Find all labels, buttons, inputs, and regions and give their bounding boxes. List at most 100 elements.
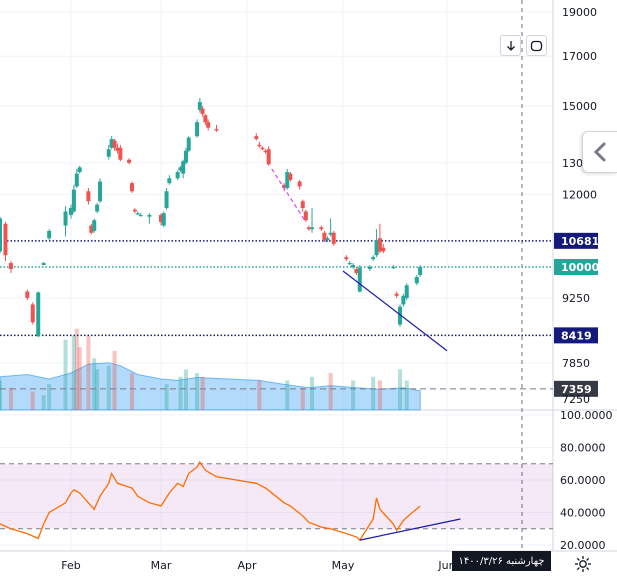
- price-label-7359: 7359: [561, 383, 592, 396]
- volume-bar: [129, 373, 134, 410]
- volume-bar: [164, 384, 169, 410]
- candle-body: [310, 227, 315, 230]
- candle-body: [74, 173, 79, 187]
- volume-bar: [328, 373, 333, 410]
- volume-bar: [47, 384, 52, 410]
- candle-body: [374, 240, 379, 256]
- volume-bar: [300, 387, 305, 410]
- settings-button[interactable]: [573, 554, 593, 574]
- chevron-left-icon: [593, 142, 606, 162]
- candle-body: [63, 211, 68, 226]
- volume-bar: [41, 395, 46, 410]
- candle-body: [306, 227, 311, 230]
- price-axis-tick: 15000: [562, 100, 597, 113]
- candle-body: [357, 267, 362, 292]
- candle-body: [203, 115, 208, 123]
- volume-bar: [398, 369, 403, 410]
- candle-body: [371, 257, 376, 260]
- candle-body: [367, 267, 372, 269]
- candle-body: [285, 172, 290, 188]
- candle-body: [92, 220, 97, 231]
- candle-body: [381, 247, 386, 252]
- candle-body: [118, 147, 123, 160]
- candle-body: [260, 147, 265, 150]
- candle-body: [328, 232, 333, 235]
- candle-body: [147, 214, 152, 217]
- candle-body: [161, 213, 166, 226]
- candle-body: [282, 184, 287, 188]
- candle-body: [181, 161, 186, 174]
- candle-body: [129, 183, 134, 192]
- candle-body: [266, 149, 271, 165]
- candle-body: [394, 293, 399, 296]
- candle-body: [106, 149, 111, 157]
- time-axis-tick: Mar: [151, 559, 172, 572]
- volume-bar: [0, 380, 2, 410]
- fullscreen-button[interactable]: [526, 35, 547, 56]
- candle-body: [86, 191, 91, 202]
- candle-body: [109, 139, 114, 148]
- candle-body: [3, 223, 8, 256]
- volume-bar: [285, 380, 290, 410]
- price-axis-tick: 7250: [562, 393, 590, 406]
- candle-body: [197, 101, 202, 110]
- candle-body: [89, 225, 94, 233]
- oscillator-axis-tick: 60.0000: [560, 474, 606, 487]
- candle-body: [132, 209, 137, 212]
- candle-body: [159, 214, 163, 222]
- candle-body: [354, 268, 359, 274]
- volume-bar: [377, 380, 382, 410]
- candle-body: [377, 238, 382, 252]
- candle-body: [95, 204, 100, 212]
- volume-bar: [92, 358, 97, 410]
- volume-bar: [310, 376, 315, 410]
- candle-body: [319, 227, 324, 230]
- volume-bar: [371, 376, 376, 410]
- candle-body: [263, 150, 268, 153]
- candle-body: [404, 285, 409, 298]
- volume-bar: [74, 328, 79, 410]
- price-label-10681: 10681: [561, 235, 599, 248]
- gear-icon: [575, 556, 591, 572]
- download-button[interactable]: [500, 35, 521, 56]
- oscillator-axis-tick: 80.0000: [560, 442, 606, 455]
- trend-line-1: [271, 168, 307, 223]
- price-label-bg-7359: [554, 380, 598, 397]
- price-label-10000: 10000: [561, 261, 600, 274]
- candle-body: [71, 189, 76, 212]
- candle-body: [297, 181, 302, 187]
- candle-body: [178, 167, 183, 171]
- volume-bar: [77, 347, 82, 410]
- time-axis-tick: Apr: [237, 559, 257, 572]
- price-label-bg-10000: [554, 259, 598, 275]
- candle-body: [347, 263, 352, 265]
- time-axis-tick: May: [332, 559, 355, 572]
- collapse-panel-button[interactable]: [582, 131, 617, 173]
- candle-body: [200, 108, 205, 114]
- candle-body: [112, 140, 117, 148]
- download-arrow-icon: [506, 40, 515, 51]
- fullscreen-icon: [530, 40, 543, 51]
- volume-bar: [106, 365, 111, 410]
- oscillator-axis-tick: 40.0000: [560, 507, 606, 520]
- candle-body: [398, 306, 403, 325]
- candle-body: [351, 265, 356, 267]
- candle-body: [30, 304, 35, 323]
- candle-body: [69, 208, 73, 215]
- price-axis-tick: 7850: [562, 357, 590, 370]
- volume-bar: [178, 376, 183, 410]
- candle-body: [164, 191, 169, 209]
- candle-body: [135, 213, 140, 215]
- candle-body: [195, 122, 200, 137]
- candle-body: [214, 129, 219, 131]
- candle-body: [41, 263, 46, 266]
- candle-body: [36, 292, 41, 337]
- oscillator-line: [0, 460, 421, 542]
- candle-body: [115, 147, 120, 151]
- price-label-8419: 8419: [561, 329, 592, 342]
- candle-body: [331, 232, 336, 244]
- candle-body: [127, 159, 132, 163]
- trend-line-2: [342, 270, 448, 352]
- time-axis-tick: Feb: [61, 559, 80, 572]
